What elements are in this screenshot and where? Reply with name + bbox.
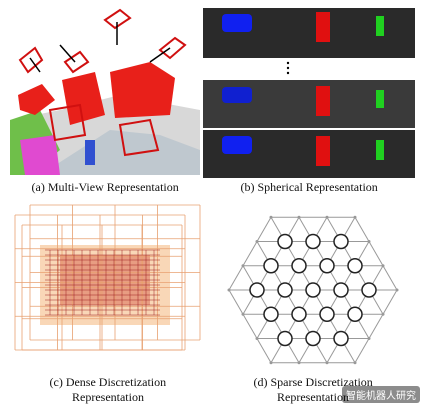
watermark: 智能机器人研究 <box>342 386 420 403</box>
dense-grid <box>14 204 201 351</box>
vertex <box>297 215 301 219</box>
edge <box>354 338 370 363</box>
edge <box>228 289 244 315</box>
vertex <box>269 215 273 219</box>
node <box>249 282 265 298</box>
node <box>333 282 349 298</box>
node <box>291 306 307 322</box>
caption: (a) Multi-View Representation <box>31 180 179 194</box>
node <box>277 330 293 347</box>
edge <box>228 265 244 291</box>
caption: Representation <box>277 390 349 404</box>
caption: (d) Sparse Discretization <box>253 375 373 389</box>
node <box>305 233 321 250</box>
node <box>361 282 377 298</box>
vertex <box>381 312 385 316</box>
node <box>305 282 321 298</box>
vertex <box>255 240 259 244</box>
vertex <box>381 264 385 268</box>
node <box>291 258 307 274</box>
node <box>319 306 335 322</box>
node <box>277 282 293 298</box>
caption: Representation <box>72 390 144 404</box>
node <box>263 306 279 322</box>
vertex <box>353 361 357 365</box>
edge <box>242 241 258 267</box>
vertex <box>255 336 259 340</box>
node <box>263 258 279 274</box>
vertex <box>241 264 245 268</box>
vertex <box>241 312 245 316</box>
vertex <box>325 215 329 219</box>
node <box>333 233 349 250</box>
edge <box>382 289 398 315</box>
edge <box>382 265 398 291</box>
edge <box>368 313 384 339</box>
node <box>333 330 349 347</box>
vertex <box>325 361 329 365</box>
sparse-lattice <box>227 215 399 365</box>
node <box>319 258 335 274</box>
multi-view-scene <box>10 8 200 175</box>
vertex <box>367 336 371 340</box>
vertex <box>395 288 399 292</box>
edge <box>256 338 272 363</box>
caption: (b) Spherical Representation <box>240 180 378 194</box>
vertex <box>367 240 371 244</box>
vertex <box>353 215 357 219</box>
edge <box>354 217 370 242</box>
spherical-strips <box>203 8 415 178</box>
edge <box>242 313 258 339</box>
edge <box>256 217 272 242</box>
node <box>305 330 321 347</box>
node <box>347 258 363 274</box>
vertex <box>297 361 301 365</box>
vertex <box>227 288 231 292</box>
vertex <box>269 361 273 365</box>
caption: (c) Dense Discretization <box>49 375 167 389</box>
edge <box>368 241 384 267</box>
node <box>347 306 363 322</box>
node <box>277 233 293 250</box>
